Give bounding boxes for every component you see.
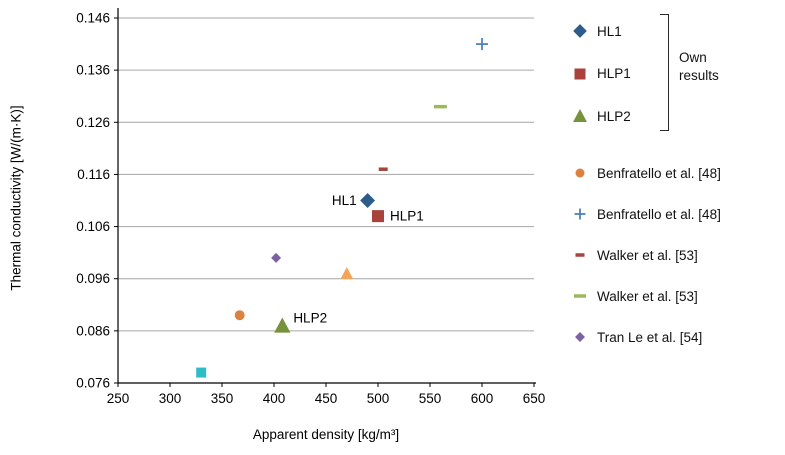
x-tick-label: 300 [159, 391, 182, 406]
y-tick-label: 0.126 [76, 115, 110, 130]
x-tick-label: 600 [471, 391, 494, 406]
square-marker-icon [574, 68, 586, 79]
legend-label: Tran Le et al. [54] [597, 329, 703, 345]
dash-marker-icon [378, 167, 388, 171]
y-tick-label: 0.086 [76, 323, 110, 338]
legend-item-walker-et-al-53: Walker et al. [53] [570, 246, 698, 264]
diamond-marker-icon [573, 24, 587, 38]
x-tick-label: 350 [211, 391, 234, 406]
legend-label: Benfratello et al. [48] [597, 165, 721, 181]
x-tick-label: 550 [419, 391, 442, 406]
circle-marker-icon [575, 168, 585, 178]
legend-item-benfratello-et-al-48: Benfratello et al. [48] [570, 205, 721, 223]
dash-marker-icon [575, 253, 585, 257]
x-tick-label: 250 [107, 391, 130, 406]
y-axis-title: Thermal conductivity [W/(m·K)] [8, 105, 24, 291]
dash-marker-icon [433, 104, 447, 109]
square-marker-icon [372, 210, 384, 223]
x-tick-label: 400 [263, 391, 286, 406]
legend-label: Walker et al. [53] [597, 247, 698, 263]
legend-label: HLP1 [597, 66, 631, 81]
diamond-marker-icon [575, 332, 585, 342]
legend-item-hl1: HL1 [570, 22, 622, 40]
chart-legend: Own results HL1 HLP1 HLP2 Benfratello et al… [558, 0, 785, 455]
y-tick-label: 0.106 [76, 219, 110, 234]
point-label-hl1: HL1 [332, 193, 357, 208]
point-label-hlp2: HLP2 [293, 311, 327, 326]
legend-label: Benfratello et al. [48] [597, 206, 721, 222]
triangle-marker-icon [573, 109, 587, 122]
dash-marker-icon [575, 253, 585, 257]
square-marker-icon [196, 367, 207, 378]
x-tick-label: 650 [523, 391, 546, 406]
square-marker-icon [574, 68, 586, 79]
own-results-label: Own results [679, 50, 719, 84]
plus-marker-icon [574, 208, 586, 220]
point-label-hlp1: HLP1 [390, 209, 424, 224]
plot-area: 0.076 0.086 0.096 0.106 0.116 0.126 0.136 0.146… [76, 8, 546, 406]
legend-item-benfratello-et-al-48: Benfratello et al. [48] [570, 164, 721, 182]
diamond-marker-icon [573, 24, 587, 38]
circle-marker-icon [575, 168, 585, 178]
diamond-marker-icon [271, 252, 282, 263]
y-tick-label: 0.076 [76, 376, 110, 391]
x-tick-label: 450 [315, 391, 338, 406]
legend-item-hlp1: HLP1 [570, 65, 631, 83]
legend-label: HL1 [597, 23, 622, 39]
legend-item-hlp2: HLP2 [570, 107, 631, 125]
diamond-marker-icon [360, 193, 376, 208]
y-tick-label: 0.116 [77, 167, 110, 182]
triangle-marker-icon [573, 109, 587, 122]
diamond-marker-icon [575, 332, 585, 342]
dash-marker-icon [574, 294, 586, 298]
x-tick-label: 500 [367, 391, 390, 406]
legend-label: HLP2 [597, 108, 631, 124]
plus-marker-icon [579, 208, 581, 220]
y-tick-label: 0.096 [76, 271, 110, 286]
legend-label: Walker et al. [53] [597, 288, 698, 304]
y-tick-label: 0.146 [76, 11, 110, 26]
y-tick-label: 0.136 [76, 63, 110, 78]
legend-item-walker-et-al-53: Walker et al. [53] [570, 287, 698, 305]
triangle-marker-icon [274, 317, 291, 333]
x-axis-title: Apparent density [kg/m³] [252, 427, 400, 442]
dash-marker-icon [574, 294, 586, 298]
plus-marker-icon [481, 38, 483, 51]
triangle-marker-icon [340, 267, 354, 279]
own-results-bracket [660, 14, 669, 131]
circle-marker-icon [234, 310, 245, 321]
legend-item-tran-le-et-al-54: Tran Le et al. [54] [570, 328, 702, 346]
